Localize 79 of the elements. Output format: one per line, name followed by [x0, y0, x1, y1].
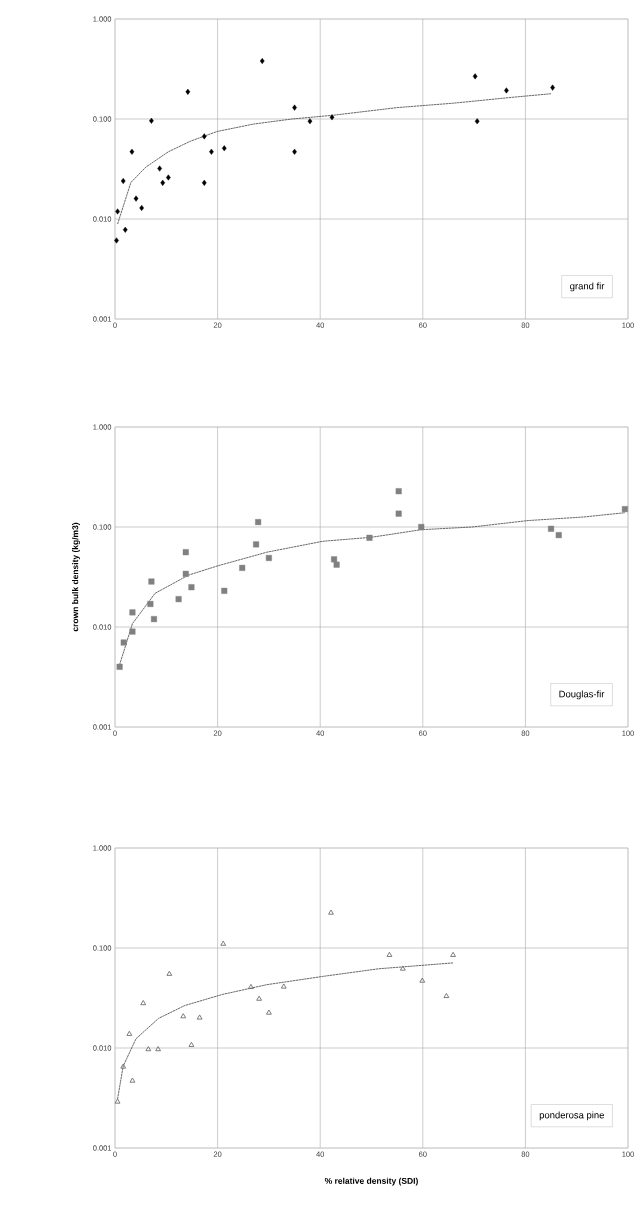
point	[474, 118, 480, 125]
point	[333, 561, 340, 568]
point	[126, 1030, 133, 1036]
text: Douglas-fir	[559, 690, 605, 700]
text: grand fir	[570, 282, 605, 292]
text: ponderosa pine	[539, 1111, 604, 1121]
point	[292, 104, 297, 111]
point	[120, 639, 127, 646]
point	[180, 1013, 187, 1019]
point	[120, 1063, 127, 1069]
point	[265, 554, 272, 561]
point	[450, 951, 456, 957]
point	[145, 1046, 152, 1052]
y-axis-title: crown bulk density (kg/m3)	[72, 522, 80, 632]
point	[160, 179, 166, 186]
point	[129, 609, 136, 616]
point	[621, 506, 628, 513]
point	[221, 145, 227, 152]
point	[188, 1041, 195, 1047]
point	[399, 965, 406, 971]
point	[259, 58, 265, 65]
point	[166, 174, 171, 181]
point	[472, 73, 478, 80]
point	[188, 584, 195, 591]
point	[550, 84, 555, 91]
point	[221, 587, 228, 594]
point	[147, 600, 154, 607]
point	[139, 204, 144, 211]
point	[116, 663, 123, 670]
point	[253, 541, 260, 548]
point	[196, 1014, 203, 1020]
point	[140, 1000, 147, 1006]
point	[129, 148, 135, 155]
point	[220, 940, 227, 946]
x-axis-title: % relative density (SDI)	[324, 1177, 418, 1186]
point	[548, 525, 555, 532]
point	[331, 556, 338, 563]
point	[255, 519, 262, 526]
point	[185, 88, 191, 95]
point	[266, 1009, 272, 1015]
point	[120, 177, 126, 184]
point	[133, 195, 139, 202]
point	[166, 970, 173, 976]
point	[307, 118, 313, 125]
point	[157, 165, 162, 172]
point	[182, 570, 189, 577]
point	[395, 510, 402, 517]
line-series	[117, 93, 552, 225]
point	[328, 909, 334, 915]
point	[115, 208, 120, 215]
point	[148, 578, 155, 585]
point	[239, 564, 246, 571]
point	[292, 148, 297, 155]
point	[182, 549, 189, 556]
point	[201, 133, 207, 140]
point	[418, 524, 425, 531]
point	[419, 977, 426, 983]
point	[114, 237, 119, 244]
point	[555, 532, 562, 539]
point	[114, 1098, 121, 1104]
point	[209, 148, 214, 155]
point	[175, 596, 182, 603]
point	[248, 983, 254, 990]
point	[386, 951, 393, 957]
point	[504, 87, 509, 94]
point	[150, 616, 157, 623]
point	[155, 1046, 161, 1052]
point	[129, 1077, 136, 1083]
point	[256, 995, 263, 1001]
point	[366, 534, 373, 541]
point	[149, 117, 154, 124]
point	[329, 114, 335, 121]
point	[129, 628, 136, 635]
point	[122, 226, 128, 233]
point	[395, 488, 402, 495]
point	[280, 983, 287, 989]
line-series	[117, 962, 454, 1100]
point	[443, 992, 450, 999]
point	[201, 179, 207, 186]
